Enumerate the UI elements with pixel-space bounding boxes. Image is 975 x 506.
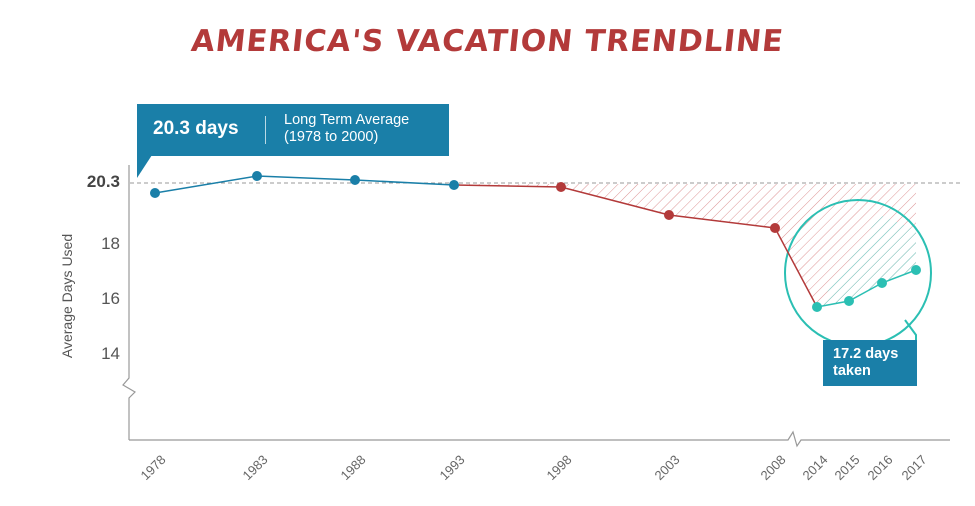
y-tick: 16: [101, 289, 120, 308]
data-points: [150, 171, 921, 312]
callout-tail: [137, 155, 152, 178]
average-value: 20.3 days: [153, 118, 239, 139]
y-axis: [122, 165, 136, 440]
average-callout: 20.3 days Long Term Average (1978 to 200…: [137, 104, 449, 156]
callout-divider: [265, 116, 266, 144]
series-line-teal: [816, 269, 917, 308]
x-axis: [129, 430, 950, 448]
gap-area-red: [454, 184, 916, 307]
taken-callout: 17.2 days taken: [823, 340, 917, 386]
y-tick: 20.3: [86, 172, 120, 191]
series-line-blue: [154, 175, 455, 194]
y-tick: 18: [101, 234, 120, 253]
average-description: Long Term Average (1978 to 2000): [284, 112, 410, 145]
y-tick: 14: [101, 344, 120, 363]
recovery-area-teal: [817, 215, 916, 307]
